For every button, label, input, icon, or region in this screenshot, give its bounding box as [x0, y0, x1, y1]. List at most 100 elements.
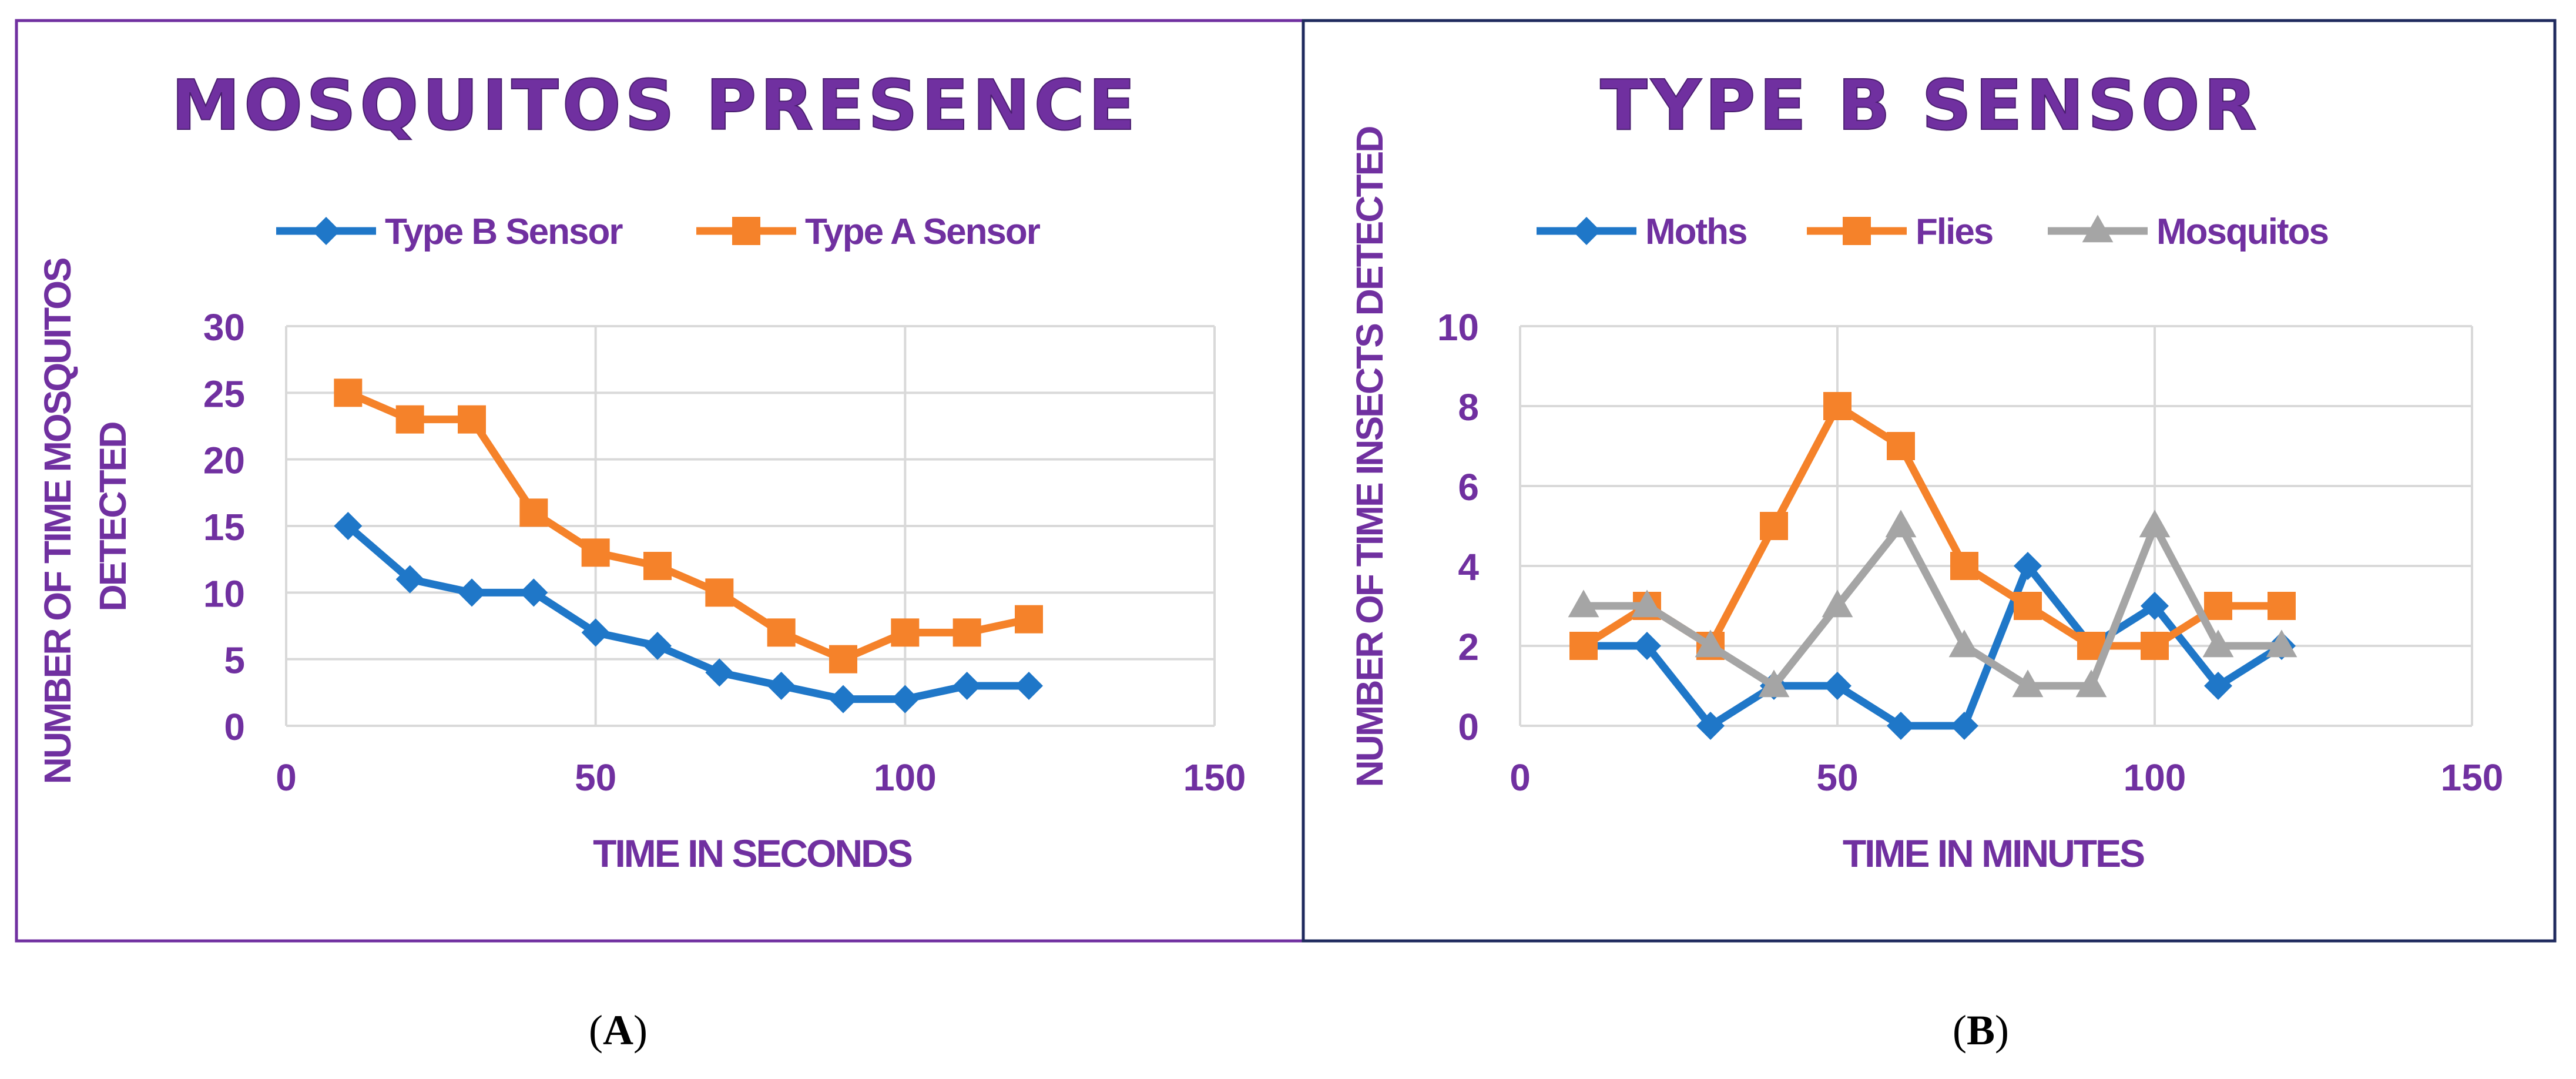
chart-b-ytick-label: 8 — [1458, 386, 1479, 428]
chart-a-xlabel: TIME IN SECONDS — [593, 832, 912, 875]
chart-b-data-point — [2266, 629, 2297, 658]
chart-a-data-point — [519, 578, 548, 607]
chart-a-title: MOSQUITOS PRESENCE — [171, 65, 1139, 146]
chart-b-data-point — [1568, 589, 1599, 618]
chart-b-data-point — [1569, 632, 1598, 660]
chart-a-data-point — [705, 658, 734, 687]
chart-b-data-point — [1758, 669, 1790, 698]
chart-a-data-point — [767, 672, 796, 700]
chart-a-data-point — [952, 672, 981, 700]
chart-a-data-point — [458, 405, 486, 434]
chart-a-ylabel-line-1: NUMBER OF TIME MOSQUITOS — [36, 258, 79, 784]
caption-a-close: ) — [633, 1007, 648, 1054]
chart-a-data-point — [458, 578, 486, 607]
caption-b-close: ) — [1995, 1007, 2009, 1054]
chart-b-data-point — [2204, 592, 2232, 620]
chart-b-ylabel-line-1: NUMBER OF TIME INSECTS DETECTED — [1349, 127, 1391, 788]
chart-b-xtick-label: 150 — [2441, 756, 2504, 799]
chart-a-data-point — [581, 538, 610, 567]
chart-b-data-point — [2014, 552, 2042, 580]
chart-a-data-point — [643, 552, 672, 580]
chart-a-data-point — [395, 405, 424, 434]
chart-a-ytick-label: 10 — [203, 572, 245, 615]
chart-b-legend-label: Mosquitos — [2156, 212, 2328, 252]
chart-b-data-point — [2139, 510, 2171, 538]
panel-b: TYPE B SENSOR Moths Flies Mosquitos 0 2 4 6 8 1… — [1302, 19, 2557, 943]
caption-b-open: ( — [1953, 1007, 1967, 1054]
chart-a-data-point — [952, 618, 981, 647]
chart-b-ytick-label: 2 — [1458, 626, 1479, 668]
chart-b-legend-marker — [1843, 217, 1871, 245]
caption-b: (B) — [1922, 1006, 2040, 1055]
chart-b-legend-marker — [1572, 217, 1601, 245]
chart-b-data-point — [2012, 669, 2044, 698]
chart-a-ytick-label: 15 — [203, 506, 245, 548]
panel-b-border — [1302, 19, 2557, 943]
chart-b-data-point — [1823, 392, 1852, 420]
chart-b-xlabel: TIME IN MINUTES — [1843, 832, 2144, 875]
chart-b-data-point — [1695, 629, 1726, 658]
chart-a-data-point — [829, 645, 857, 673]
chart-a-xtick-label: 0 — [276, 756, 297, 799]
chart-b-data-point — [2075, 669, 2107, 698]
chart-a-data-point — [705, 578, 734, 607]
chart-a-legend-marker — [312, 217, 340, 245]
chart-b-series-line-mosquitos — [1584, 522, 2282, 690]
chart-b-series-line-moths — [1584, 562, 2284, 730]
chart-a-data-point — [334, 512, 363, 540]
chart-a-series-line-type-b-sensor — [346, 523, 1029, 703]
chart-b-legend: Moths Flies Mosquitos — [1537, 212, 2329, 252]
chart-b-data-point — [1631, 589, 1663, 618]
chart-a-ytick-label: 30 — [203, 306, 245, 349]
chart-b-data-point — [1887, 432, 1915, 460]
chart-b-data-point — [1950, 712, 1978, 740]
chart-a-ytick-label: 25 — [203, 373, 245, 415]
chart-a-xtick-label: 50 — [575, 756, 616, 799]
chart-b-data-point — [1822, 589, 1853, 618]
chart-a-data-point — [829, 685, 857, 713]
chart-b-data-point — [2014, 592, 2042, 620]
chart-b-xtick-label: 50 — [1816, 756, 1858, 799]
chart-a-data-point — [1015, 672, 1043, 700]
chart-b-data-point — [2268, 592, 2296, 620]
chart-b-legend-marker — [2082, 215, 2114, 243]
chart-b-data-point — [1823, 672, 1852, 700]
chart-a-data-point — [891, 618, 920, 647]
chart-a-xtick-label: 100 — [874, 756, 937, 799]
chart-a-ytick-label: 20 — [203, 440, 245, 482]
chart-b-data-point — [2202, 629, 2234, 658]
chart-a-ylabel-line-2: DETECTED — [92, 423, 134, 612]
chart-a-data-point — [519, 498, 548, 527]
chart-b-data-point — [1885, 510, 1917, 538]
chart-b-legend-label: Moths — [1645, 212, 1747, 252]
caption-a-letter: A — [603, 1007, 633, 1054]
chart-a-data-point — [643, 632, 672, 660]
chart-b-legend-label: Flies — [1916, 212, 1993, 252]
chart-b-data-point — [1887, 712, 1915, 740]
chart-b-data-point — [2141, 592, 2169, 620]
chart-b-ytick-label: 0 — [1458, 706, 1479, 748]
chart-b-xtick-label: 100 — [2124, 756, 2186, 799]
caption-a: (A) — [559, 1006, 677, 1055]
chart-b-series-line-flies — [1581, 402, 2282, 650]
chart-b-ylabel: NUMBER OF TIME INSECTS DETECTED — [1349, 127, 1391, 788]
chart-a-legend-label: Type B Sensor — [385, 212, 623, 252]
chart-b-xtick-label: 0 — [1510, 756, 1531, 799]
chart-b-data-point — [1948, 629, 1980, 658]
chart-a-ytick-label: 5 — [224, 639, 245, 682]
chart-b-data-point — [2141, 632, 2169, 660]
chart-a-ylabel: NUMBER OF TIME MOSQUITOS DETECTED — [36, 250, 134, 785]
chart-a-data-point — [1015, 605, 1043, 634]
chart-a-legend-marker — [732, 217, 760, 245]
chart-b-ytick-label: 4 — [1458, 546, 1479, 588]
chart-a-ytick-label: 0 — [224, 706, 245, 748]
caption-b-letter: B — [1966, 1007, 1995, 1054]
panel-a: MOSQUITOS PRESENCE Type B Sensor Type A S… — [15, 19, 1305, 943]
chart-a-legend-label: Type A Sensor — [805, 212, 1041, 252]
chart-b-data-point — [1633, 632, 1661, 660]
chart-a-data-point — [334, 378, 363, 407]
chart-a-legend: Type B Sensor Type A Sensor — [276, 212, 1042, 252]
chart-b-ytick-label: 6 — [1458, 466, 1479, 508]
